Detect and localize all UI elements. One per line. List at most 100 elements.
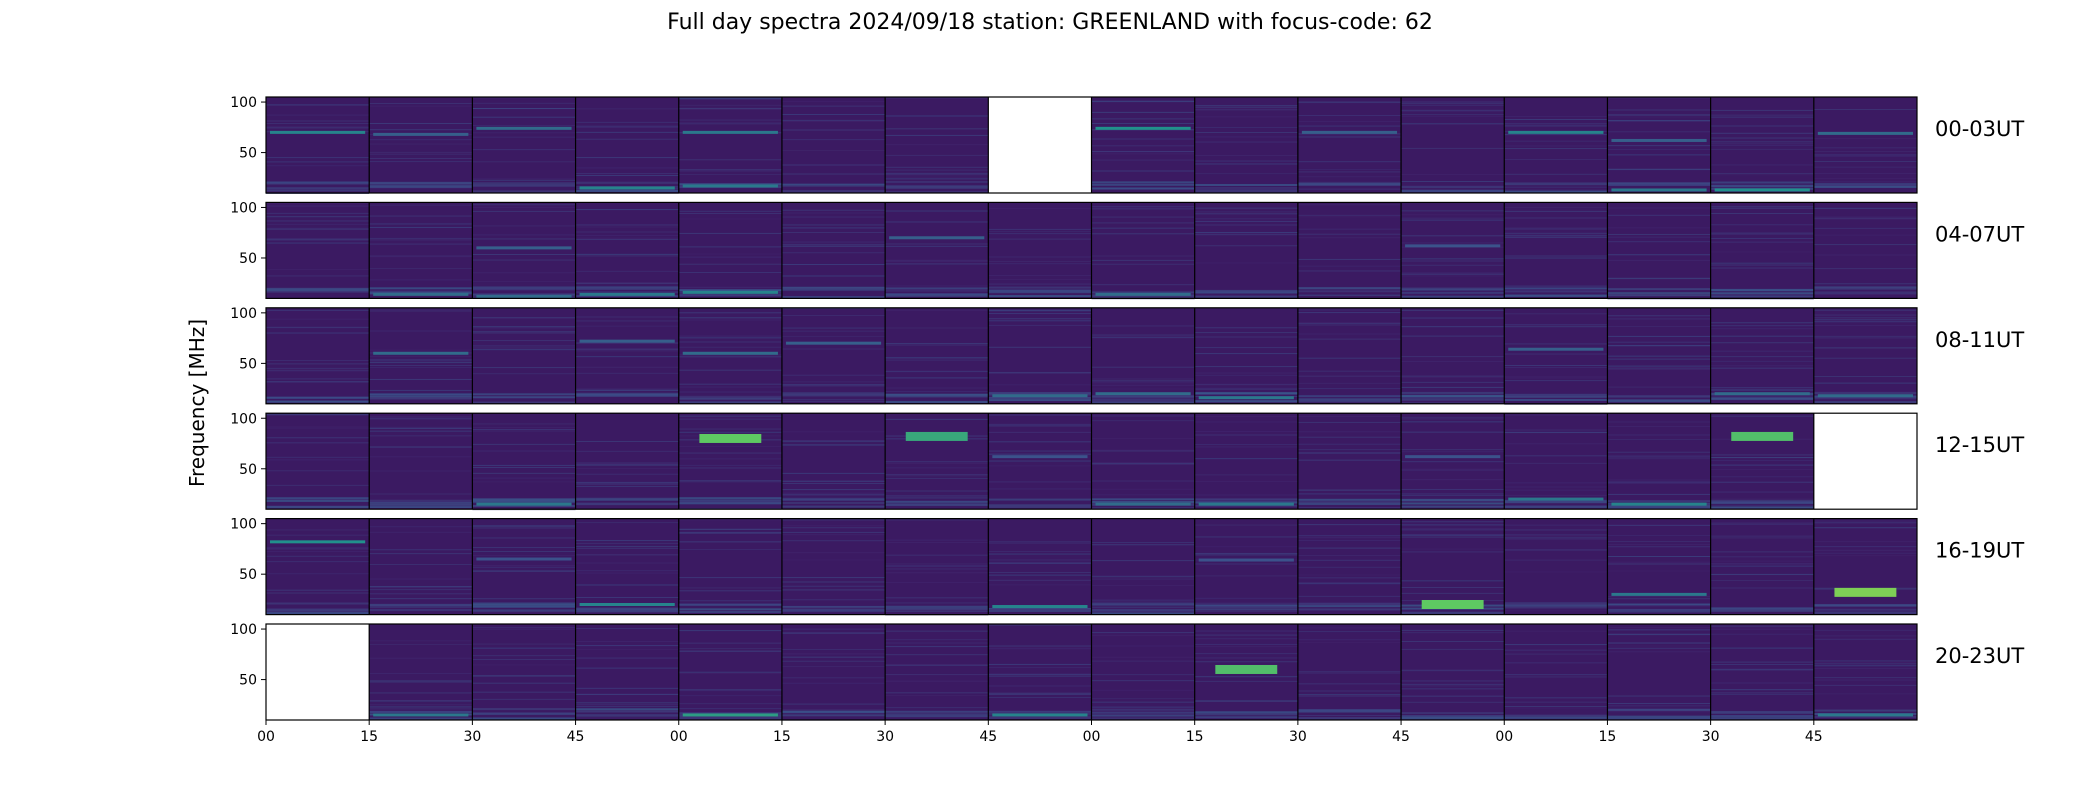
spectrum-noise-line — [1710, 398, 1814, 401]
spectrum-noise-line — [1194, 336, 1298, 338]
spectrum-noise-line — [1607, 207, 1711, 209]
spectrum-noise-line — [1813, 604, 1917, 607]
spectrum-noise-line — [266, 212, 370, 214]
spectrum-noise-line — [1710, 464, 1814, 466]
spectrum-noise-line — [1607, 119, 1711, 121]
spectrum-noise-line — [885, 475, 989, 477]
spectrum-noise-line — [1091, 717, 1195, 720]
spectrum-noise-line — [988, 562, 1092, 564]
spectrum-noise-line — [266, 381, 370, 383]
spectrum-noise-line — [369, 143, 473, 145]
spectrum-noise-line — [1813, 693, 1917, 695]
spectrum-noise-line — [1091, 297, 1195, 299]
spectrum-noise-line — [885, 128, 989, 130]
spectrum-noise-line — [988, 504, 1092, 507]
spectrum-noise-line — [988, 320, 1092, 322]
spectrum-noise-line — [1297, 233, 1402, 235]
spectrum-panel — [1194, 413, 1298, 510]
spectrum-noise-line — [1194, 610, 1298, 612]
spectrum-noise-line — [369, 362, 473, 364]
spectrum-noise-line — [1710, 116, 1814, 118]
spectrum-noise-line — [575, 570, 679, 572]
spectrum-noise-line — [369, 279, 473, 281]
spectrum-noise-line — [1813, 611, 1917, 614]
spectrum-noise-line — [1813, 709, 1917, 712]
spectrum-noise-line — [369, 360, 473, 362]
spectrum-noise-line — [1504, 182, 1608, 185]
spectrum-noise-line — [1401, 309, 1505, 311]
spectrum-panel — [678, 307, 782, 404]
spectrum-noise-line — [575, 121, 679, 123]
spectrum-noise-line — [1504, 395, 1608, 398]
spectrum-noise-line — [575, 481, 679, 483]
spectrum-noise-line — [472, 317, 576, 319]
spectrum-panel — [988, 624, 1092, 720]
spectrum-noise-line — [885, 166, 989, 168]
spectrum-noise-line — [1401, 123, 1505, 125]
spectrum-noise-line — [266, 275, 370, 277]
spectrum-noise-line — [575, 286, 679, 289]
spectrum-noise-line — [781, 710, 886, 713]
spectrum-band — [1508, 347, 1604, 351]
spectrum-noise-line — [575, 388, 679, 390]
spectrum-noise-line — [1607, 296, 1711, 298]
spectrum-noise-line — [1091, 388, 1195, 390]
spectrum-noise-line — [266, 332, 370, 334]
spectrum-noise-line — [678, 689, 782, 691]
spectrum-noise-line — [472, 498, 576, 501]
spectrum-noise-line — [369, 680, 473, 682]
spectrum-noise-line — [1401, 291, 1505, 294]
spectrum-noise-line — [266, 287, 370, 290]
spectrum-noise-line — [1297, 287, 1402, 290]
spectrum-noise-line — [266, 608, 370, 611]
spectrum-noise-line — [472, 628, 576, 630]
spectrum-noise-line — [885, 343, 989, 345]
spectrum-noise-line — [369, 330, 473, 332]
spectrum-noise-line — [266, 289, 370, 292]
spectrum-noise-line — [1297, 416, 1402, 418]
spectrum-noise-line — [885, 646, 989, 648]
spectrum-noise-line — [1091, 603, 1195, 606]
spectrum-noise-line — [472, 443, 576, 445]
spectrum-noise-line — [266, 484, 370, 486]
spectrum-noise-line — [1401, 397, 1505, 399]
spectrum-noise-line — [1297, 537, 1402, 539]
spectrum-noise-line — [678, 337, 782, 339]
spectrum-noise-line — [369, 365, 473, 367]
spectrum-noise-line — [1401, 695, 1505, 697]
spectrum-noise-line — [369, 717, 473, 720]
spectrum-noise-line — [1194, 141, 1298, 143]
spectrum-panel — [1091, 307, 1195, 404]
spectrum-noise-line — [1401, 680, 1505, 682]
spectrum-noise-line — [781, 492, 886, 494]
spectrum-noise-line — [575, 126, 679, 128]
spectrum-noise-line — [575, 648, 679, 650]
spectrum-noise-line — [1710, 185, 1814, 188]
spectrum-noise-line — [781, 703, 886, 705]
spectrum-band — [1508, 497, 1604, 501]
spectrum-noise-line — [1297, 270, 1402, 272]
spectrum-noise-line — [369, 589, 473, 591]
spectrum-noise-line — [781, 243, 886, 245]
spectrum-noise-line — [1813, 283, 1917, 285]
spectrum-noise-line — [472, 97, 576, 99]
spectrum-noise-line — [678, 708, 782, 710]
spectrum-noise-line — [472, 627, 576, 629]
spectrum-noise-line — [1091, 366, 1195, 368]
spectrum-noise-line — [472, 373, 576, 375]
spectrum-noise-line — [885, 180, 989, 183]
spectrum-noise-line — [1607, 131, 1711, 133]
spectrum-noise-line — [1607, 233, 1711, 235]
spectrum-noise-line — [988, 286, 1092, 289]
spectrum-noise-line — [1401, 287, 1505, 290]
spectrum-noise-line — [472, 332, 576, 334]
spectrum-noise-line — [678, 648, 782, 650]
spectrum-noise-line — [1504, 602, 1608, 604]
spectrum-noise-line — [1504, 674, 1608, 676]
spectrum-noise-line — [369, 603, 473, 606]
spectrum-noise-line — [1297, 102, 1402, 104]
spectrum-noise-line — [988, 372, 1092, 374]
spectrum-noise-line — [1504, 548, 1608, 550]
spectrum-noise-line — [1813, 218, 1917, 220]
spectrum-noise-line — [885, 673, 989, 675]
